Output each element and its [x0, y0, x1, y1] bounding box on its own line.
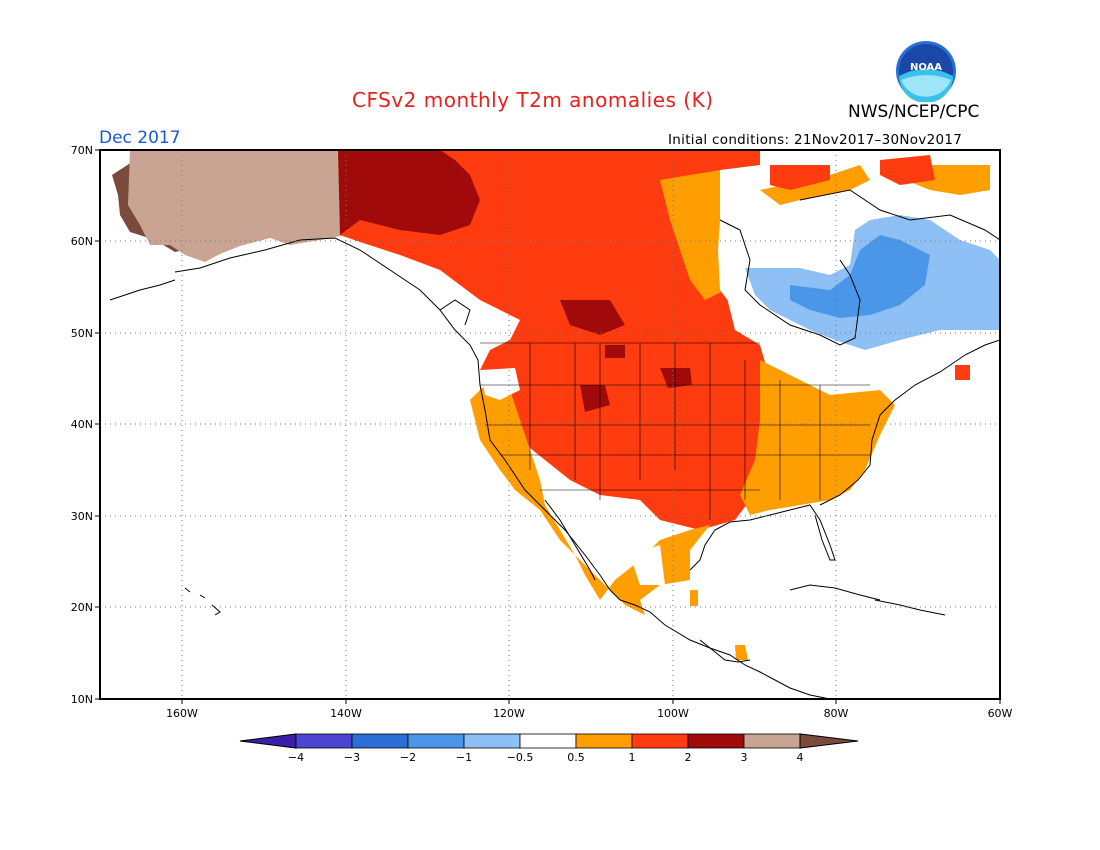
colorbar-label: 4 [797, 751, 804, 764]
forecast-period-label: Dec 2017 [99, 128, 181, 148]
colorbar-segment [575, 733, 633, 749]
colorbar-label: 2 [685, 751, 692, 764]
latitude-labels: 70N 60N 50N 40N 30N 20N 10N [71, 144, 93, 706]
colorbar-segment [687, 733, 745, 749]
lon-label: 160W [166, 707, 198, 720]
axis-ticks [95, 149, 1001, 704]
noaa-logo-icon: NOAA [895, 40, 957, 103]
organization-label: NWS/NCEP/CPC [848, 102, 980, 122]
lat-label: 70N [71, 144, 93, 157]
lat-label: 40N [71, 418, 93, 431]
noaa-logo-text: NOAA [910, 62, 942, 73]
anomaly-field [112, 150, 1000, 660]
colorbar-segment [743, 733, 801, 749]
lat-label: 10N [71, 693, 93, 706]
colorbar-max-arrow [799, 733, 859, 749]
colorbar-label: −4 [288, 751, 304, 764]
longitude-labels: 160W 140W 120W 100W 80W 60W [166, 707, 1012, 720]
colorbar-min-arrow [239, 733, 297, 749]
lat-label: 20N [71, 601, 93, 614]
lon-label: 100W [657, 707, 689, 720]
colorbar-label: 1 [629, 751, 636, 764]
colorbar: −4 −3 −2 −1 −0.5 0.5 1 2 3 4 [239, 733, 859, 764]
colorbar-label: −1 [456, 751, 472, 764]
coastlines [109, 189, 1000, 699]
lat-label: 50N [71, 327, 93, 340]
lat-label: 60N [71, 235, 93, 248]
colorbar-segment [351, 733, 409, 749]
colorbar-label: −2 [400, 751, 416, 764]
colorbar-segment [407, 733, 465, 749]
lat-label: 30N [71, 510, 93, 523]
colorbar-segment [519, 733, 577, 749]
colorbar-label: −0.5 [507, 751, 534, 764]
initial-conditions-label: Initial conditions: 21Nov2017–30Nov2017 [668, 132, 963, 148]
graticule [100, 150, 1000, 699]
colorbar-label: −3 [344, 751, 360, 764]
colorbar-label: 3 [741, 751, 748, 764]
map-title: CFSv2 monthly T2m anomalies (K) [352, 88, 714, 112]
colorbar-label: 0.5 [567, 751, 585, 764]
political-boundaries [480, 342, 870, 520]
colorbar-segment [463, 733, 521, 749]
lon-label: 140W [330, 707, 362, 720]
lon-label: 60W [988, 707, 1013, 720]
colorbar-segment [295, 733, 353, 749]
lon-label: 120W [493, 707, 525, 720]
lon-label: 80W [824, 707, 849, 720]
colorbar-segment [631, 733, 689, 749]
